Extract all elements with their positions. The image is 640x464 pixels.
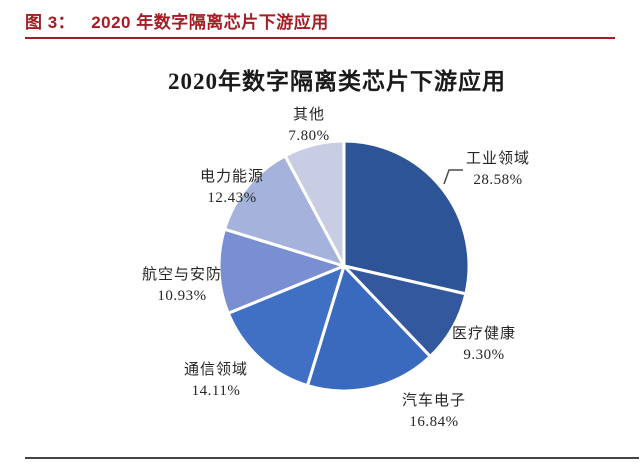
leader-line-icon — [443, 169, 463, 185]
pie-label-other: 其他 7.80% — [244, 105, 374, 147]
pie-label-medical: 医疗健康 9.30% — [419, 324, 549, 366]
pie-label-aerospace-value: 10.93% — [157, 288, 207, 304]
pie-label-communications-value: 14.11% — [191, 383, 241, 399]
pie-label-communications: 通信领域 14.11% — [151, 360, 281, 402]
pie-label-industrial: 工业领域 28.58% — [433, 149, 563, 191]
pie-slice-5 — [223, 154, 346, 268]
pie-label-industrial-name: 工业领域 — [465, 151, 530, 167]
pie-label-aerospace-name: 航空与安防 — [141, 267, 222, 283]
pie-label-automotive-name: 汽车电子 — [401, 393, 466, 409]
pie-label-other-value: 7.80% — [288, 128, 330, 144]
pie-slice-3 — [226, 264, 346, 388]
pie-label-aerospace: 航空与安防 10.93% — [117, 265, 247, 307]
pie-slice-0 — [342, 139, 471, 296]
pie-label-power-name: 电力能源 — [199, 169, 264, 185]
pie-label-medical-value: 9.30% — [463, 347, 505, 363]
pie-chart — [217, 139, 471, 393]
chart-title: 2020年数字隔离类芯片下游应用 — [168, 69, 506, 94]
pie-slice-2 — [305, 264, 432, 393]
pie-slice-6 — [283, 139, 346, 268]
figure-header-title: 2020 年数字隔离芯片下游应用 — [91, 13, 329, 32]
pie-label-automotive: 汽车电子 16.84% — [369, 391, 499, 433]
pie-label-industrial-value: 28.58% — [473, 172, 523, 188]
figure-number-label: 图 3： — [25, 13, 76, 32]
pie-label-communications-name: 通信领域 — [183, 362, 248, 378]
pie-label-power-value: 12.43% — [207, 190, 257, 206]
pie-label-automotive-value: 16.84% — [409, 414, 459, 430]
pie-label-medical-name: 医疗健康 — [451, 326, 516, 342]
pie-label-power: 电力能源 12.43% — [167, 167, 297, 209]
bottom-divider-line — [25, 457, 639, 459]
figure-header: 图 3： 2020 年数字隔离芯片下游应用 — [25, 8, 329, 33]
pie-label-other-name: 其他 — [292, 107, 325, 123]
header-divider-line — [25, 37, 615, 39]
pie-slice-4 — [217, 227, 346, 315]
